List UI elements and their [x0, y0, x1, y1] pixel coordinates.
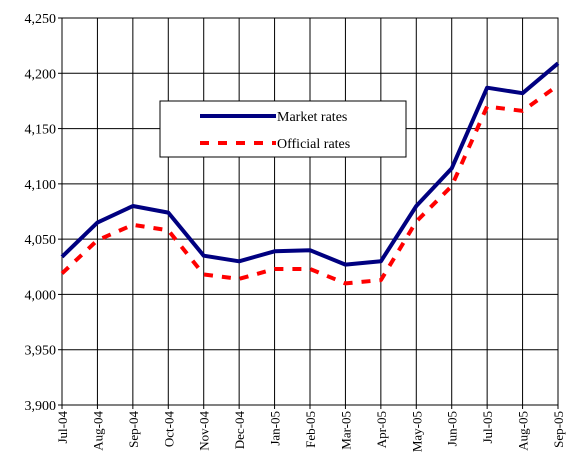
x-tick-label: Aug-05 [516, 411, 531, 451]
plot-area [61, 17, 559, 406]
x-tick-label: Apr-05 [374, 411, 389, 448]
x-tick-label: Jul-05 [480, 411, 495, 444]
x-tick-label: Jun-05 [445, 411, 460, 446]
y-axis-ticks: 3,900 3,950 4,000 4,050 4,100 4,150 4,200 4,250 [25, 12, 62, 414]
legend-box [159, 100, 407, 158]
y-tick-label: 4,000 [25, 288, 57, 303]
y-tick-label: 4,100 [25, 178, 57, 193]
series-layer [60, 61, 560, 286]
y-tick-label: 4,250 [25, 12, 57, 27]
x-tick-label: Sep-04 [126, 411, 141, 448]
x-tick-label: Nov-04 [197, 411, 212, 451]
legend-label-official: Official rates [277, 137, 350, 152]
grid-lines [62, 18, 558, 405]
y-tick-label: 4,050 [25, 233, 57, 248]
y-tick-label: 3,900 [25, 399, 57, 414]
x-tick-label: Jul-04 [55, 411, 70, 444]
x-tick-label: Feb-05 [303, 411, 318, 448]
y-tick-label: 4,150 [25, 123, 57, 138]
legend: Market rates Official rates [159, 100, 407, 158]
x-axis-ticks: Jul-04 Aug-04 Sep-04 Oct-04 Nov-04 Dec-04 Jan-… [55, 405, 566, 452]
x-tick-label: Aug-04 [90, 411, 105, 451]
x-tick-label: Oct-04 [161, 411, 176, 448]
x-tick-label: Sep-05 [551, 411, 566, 448]
x-tick-label: Jan-05 [268, 411, 283, 446]
y-tick-label: 3,950 [25, 344, 57, 359]
legend-label-market: Market rates [277, 110, 347, 125]
x-tick-label: May-05 [409, 411, 424, 452]
y-tick-label: 4,200 [25, 67, 57, 82]
x-tick-label: Dec-04 [232, 411, 247, 450]
x-tick-label: Mar-05 [338, 411, 353, 450]
